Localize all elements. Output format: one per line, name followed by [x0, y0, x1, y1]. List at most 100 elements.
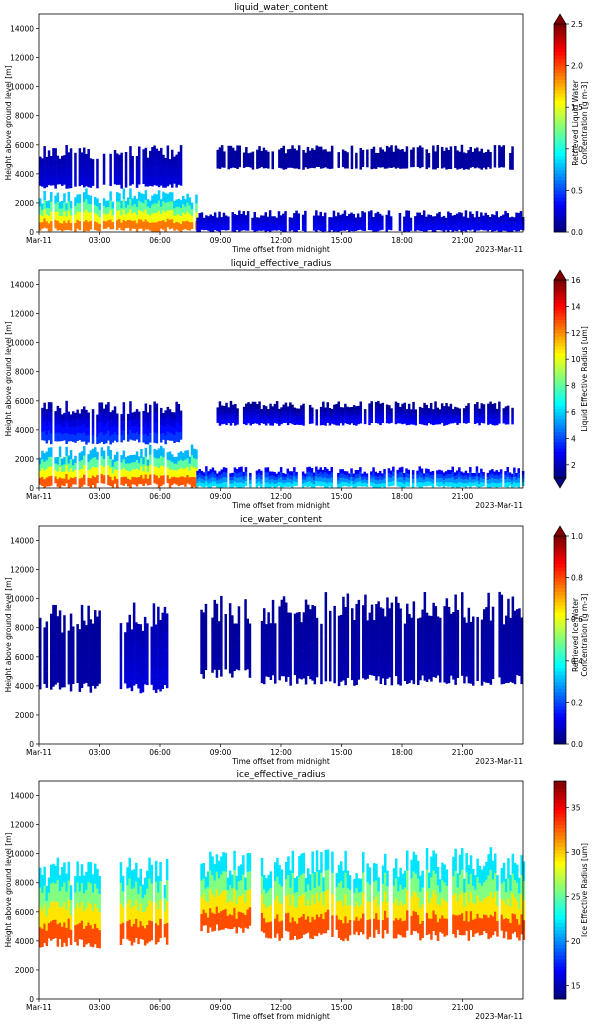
data-cell [224, 477, 228, 483]
data-cell [297, 213, 300, 218]
data-cell [515, 476, 518, 480]
data-cell [442, 476, 446, 481]
data-cell [94, 477, 97, 488]
data-cell [175, 421, 178, 432]
colorbar-segment [554, 159, 566, 164]
data-cell [85, 209, 88, 221]
data-cell [354, 217, 358, 222]
data-cell [41, 431, 44, 441]
data-cell [58, 416, 62, 425]
data-cell [462, 220, 465, 224]
data-cell [385, 413, 389, 419]
data-cell [122, 430, 126, 441]
data-cell [177, 198, 181, 207]
data-cell [213, 221, 217, 226]
colorbar-tick-label: 1.0 [571, 532, 583, 541]
data-cell [251, 160, 255, 166]
data-cell [432, 157, 435, 164]
data-cell [227, 163, 230, 170]
data-cell [217, 912, 221, 931]
data-cell [69, 900, 73, 916]
colorbar-segment [554, 919, 566, 924]
data-cell [502, 654, 506, 670]
data-cell [289, 667, 292, 686]
data-cell [304, 210, 307, 217]
data-cell [122, 188, 126, 200]
data-cell [149, 150, 152, 160]
data-cell [160, 433, 163, 443]
data-cell [275, 224, 278, 228]
colorbar-segment [554, 346, 566, 350]
data-cell [379, 414, 382, 420]
data-cell [67, 657, 71, 672]
data-cell [262, 157, 266, 164]
data-cell [359, 217, 362, 221]
data-cell [491, 414, 494, 420]
data-cell [69, 158, 73, 169]
colorbar-segment [554, 553, 566, 558]
data-cell [508, 475, 512, 480]
data-cell [304, 159, 307, 164]
data-cell [231, 152, 235, 158]
data-cell [348, 875, 352, 891]
data-cell [276, 895, 279, 915]
data-cell [335, 409, 338, 415]
data-cell [344, 916, 347, 939]
data-cell [390, 162, 393, 168]
data-cell [96, 651, 99, 669]
data-cell [399, 884, 402, 902]
data-cell [452, 876, 455, 896]
data-cell [184, 213, 187, 222]
data-cell [164, 165, 167, 173]
data-cell [175, 431, 178, 442]
data-cell [337, 226, 340, 232]
data-cell [166, 415, 170, 424]
data-cell [436, 150, 439, 157]
data-cell [449, 408, 453, 414]
data-cell [385, 162, 389, 169]
data-cell [155, 413, 159, 424]
data-cell [322, 163, 325, 169]
y-tick-label: 12000 [10, 54, 34, 63]
colorbar-segment [554, 853, 566, 858]
data-cell [211, 476, 215, 482]
data-cell [465, 853, 468, 873]
data-cell [313, 919, 317, 936]
data-cell [202, 612, 205, 630]
data-cell [498, 655, 501, 678]
data-cell [344, 150, 347, 156]
data-cell [151, 204, 154, 214]
data-cell [235, 469, 239, 474]
data-cell [342, 870, 345, 889]
colorbar-tick-label: 0.6 [571, 615, 583, 624]
data-cell [76, 638, 79, 654]
data-cell [96, 414, 99, 423]
data-cell [118, 177, 121, 185]
data-cell [329, 645, 332, 664]
data-cell [119, 903, 123, 925]
data-cell [47, 402, 51, 412]
data-cell [399, 411, 402, 416]
data-cell [511, 407, 514, 413]
data-cell [516, 900, 519, 920]
colorbar-segment [554, 813, 566, 818]
data-cell [166, 218, 170, 228]
data-cell [388, 608, 391, 626]
data-cell [311, 415, 314, 420]
data-cell [74, 876, 77, 893]
data-cell [160, 176, 163, 186]
data-cell [359, 467, 362, 473]
colorbar-segment [554, 148, 566, 153]
data-cell [165, 650, 169, 670]
data-cell [91, 910, 95, 930]
data-cell [309, 609, 312, 627]
data-cell [489, 892, 493, 916]
data-cell [137, 927, 140, 945]
data-cell [52, 166, 55, 177]
data-cell [141, 646, 145, 662]
data-cell [425, 409, 428, 416]
data-cell [98, 210, 101, 218]
colorbar-segment [554, 588, 566, 592]
data-cell [502, 419, 505, 424]
data-cell [403, 224, 406, 229]
